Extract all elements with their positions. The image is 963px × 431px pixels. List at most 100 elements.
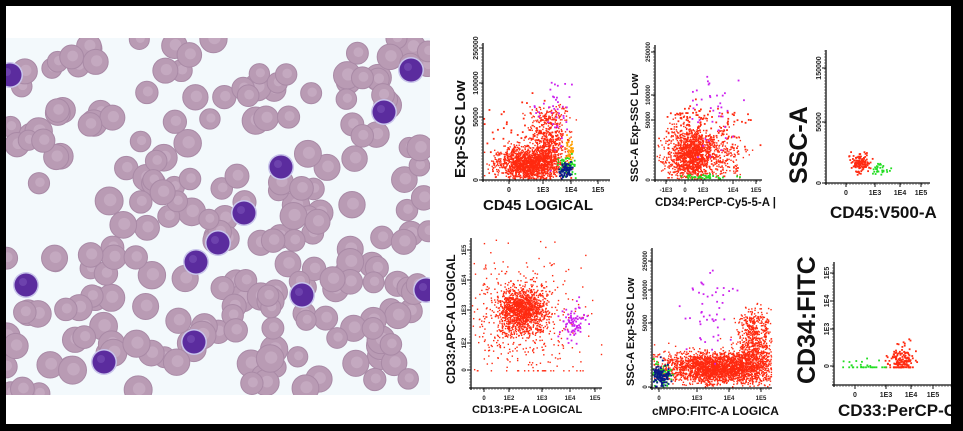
data-point [554,131,557,134]
data-point [543,171,546,174]
data-point [550,152,552,154]
data-point [510,171,512,173]
data-point [528,129,530,131]
data-point [521,163,524,165]
data-point [540,150,542,152]
data-point [519,153,522,155]
data-point [527,162,530,165]
blast-cell [398,57,424,83]
data-point [519,152,521,154]
data-point [548,169,550,171]
data-point [538,142,541,144]
data-point [556,158,558,160]
data-point [533,162,535,165]
data-point [543,156,546,158]
data-point [514,176,517,178]
data-point [529,141,531,144]
data-point [536,173,538,176]
data-point [534,152,537,155]
data-point [566,160,569,162]
data-point [550,144,552,146]
data-point [518,165,520,168]
data-point [518,149,521,151]
data-point [533,168,536,170]
data-point [497,164,500,167]
red-blood-cell [72,325,97,349]
data-point [542,174,544,177]
data-point [546,171,548,173]
data-point [501,153,503,155]
data-point [524,156,527,158]
data-point [532,154,534,156]
data-point [549,174,551,177]
data-point [548,175,550,177]
data-point [540,169,542,171]
data-point [524,148,526,151]
data-point [551,117,554,119]
data-point [531,163,533,165]
red-blood-cell [287,346,309,368]
data-point [511,158,513,161]
data-point [524,147,526,149]
blast-cell [231,200,257,226]
red-blood-cell [376,43,404,71]
data-point [533,151,536,153]
data-point [558,117,560,119]
data-point [537,143,539,146]
data-point [539,170,541,172]
data-point [518,172,520,174]
data-point [502,172,505,174]
data-point [565,119,568,121]
data-point [512,158,515,161]
data-point [545,177,548,179]
data-point [514,149,516,151]
data-point [557,111,559,114]
red-blood-cell [384,301,412,330]
data-point [539,152,542,154]
data-point [545,113,548,115]
data-point [555,130,557,133]
data-point [536,159,538,161]
data-point [545,133,548,135]
data-point [536,172,539,174]
data-point [526,159,528,161]
data-point [550,159,553,161]
data-point [557,135,559,137]
data-point [536,151,538,154]
data-point [554,169,556,172]
frame-left [0,0,6,431]
data-point [522,160,525,162]
data-point [522,165,524,167]
data-point [548,173,550,175]
data-point [532,162,534,165]
data-point [521,163,523,165]
red-blood-cell [397,368,419,390]
data-point [556,161,558,164]
data-point [541,153,544,156]
data-point [560,177,562,179]
data-point [522,146,524,148]
data-point [551,140,553,143]
red-blood-cell [276,105,301,129]
data-point [556,122,558,125]
data-point [496,170,498,173]
data-point [543,132,546,135]
data-point [515,160,518,162]
data-point [526,156,529,158]
data-point [545,134,547,137]
data-point [536,119,539,121]
data-point [546,175,549,177]
data-point [542,128,544,131]
red-blood-cell [36,351,64,379]
data-point [534,158,536,161]
data-point [565,160,567,163]
data-point [514,169,516,171]
data-point [539,145,542,147]
data-point [509,168,511,170]
data-point [547,157,549,159]
data-point [544,172,547,175]
data-point [548,151,550,154]
data-point [540,158,543,161]
data-point [521,157,523,159]
data-point [529,167,531,169]
